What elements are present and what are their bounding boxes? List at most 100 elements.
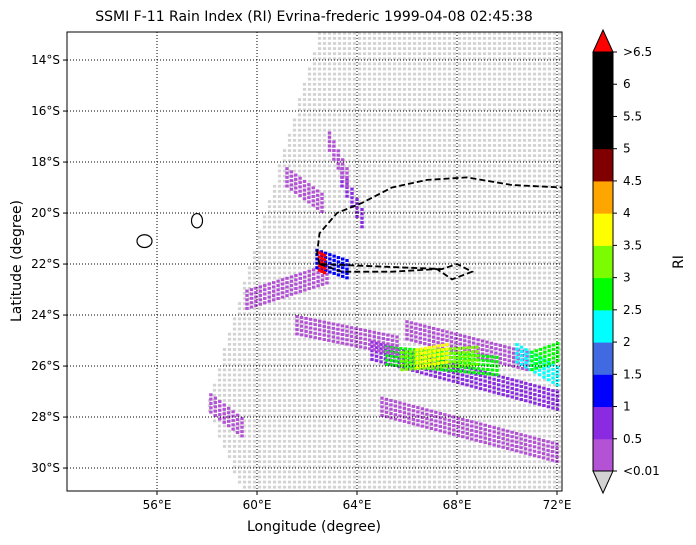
swath-pixel-3680 [332, 353, 337, 356]
swath-pixel-4541 [457, 414, 462, 418]
swath-pixel-4166 [347, 388, 352, 392]
swath-pixel-1681 [437, 189, 442, 193]
swath-pixel-2950 [332, 297, 337, 300]
swath-pixel-656 [302, 98, 307, 101]
swath-pixel-4312 [372, 399, 377, 402]
swath-pixel-3642 [482, 348, 487, 351]
swath-pixel-4571 [257, 419, 262, 423]
swath-pixel-4341 [517, 399, 522, 402]
swath-pixel-4470 [452, 409, 457, 413]
swath-pixel-4547 [487, 414, 492, 418]
swath-pixel-569 [392, 87, 397, 91]
swath-pixel-3190 [557, 312, 562, 316]
swath-pixel-1987 [492, 215, 497, 219]
swath-pixel-3461 [252, 337, 257, 341]
swath-pixel-595 [522, 87, 527, 91]
swath-pixel-3954 [332, 373, 337, 377]
swath-pixel-3091 [387, 307, 392, 311]
swath-pixel-4063 [532, 378, 537, 382]
swath-pixel-4428 [242, 409, 247, 413]
swath-pixel-2532 [467, 261, 472, 265]
swath-pixel-98 [317, 42, 322, 45]
swath-pixel-737 [442, 103, 447, 107]
swath-pixel-556 [327, 87, 332, 91]
swath-pixel-1491 [352, 174, 357, 178]
swath-pixel-2067 [292, 225, 297, 229]
swath-pixel-3673 [297, 353, 302, 356]
swath-pixel-2894 [372, 291, 377, 295]
swath-pixel-331 [487, 62, 492, 66]
swath-pixel-3280 [347, 322, 352, 326]
swath-pixel-2798 [532, 281, 537, 285]
swath-pixel-4191 [472, 388, 477, 392]
swath-pixel-3491 [402, 337, 407, 341]
swath-pixel-2645 [402, 271, 407, 275]
swath-pixel-4119 [462, 383, 467, 387]
swath-pixel-1669 [377, 189, 382, 193]
swath-pixel-1588 [552, 179, 557, 183]
swath-pixel-614 [357, 93, 362, 96]
swath-pixel-4577 [287, 419, 292, 423]
swath-pixel-700 [522, 98, 527, 101]
swath-pixel-4455 [377, 409, 382, 413]
swath-pixel-2799 [537, 281, 542, 285]
swath-pixel-1162 [402, 144, 407, 147]
swath-pixel-2026 [387, 220, 392, 224]
swath-pixel-1966 [387, 215, 392, 219]
swath-pixel-4953 [452, 444, 457, 448]
swath-pixel-4297 [297, 399, 302, 402]
swath-pixel-4872 [387, 439, 392, 443]
swath-pixel-1096 [347, 138, 352, 142]
swath-pixel-4177 [402, 388, 407, 392]
swath-pixel-4751 [467, 429, 472, 433]
swath-pixel-1307 [287, 159, 292, 163]
swath-pixel-455 [342, 77, 347, 81]
swath-pixel-269 [427, 57, 432, 61]
swath-pixel-1557 [397, 179, 402, 183]
swath-pixel-2430 [267, 256, 272, 260]
swath-pixel-3109 [477, 307, 482, 311]
swath-pixel-2178 [542, 230, 547, 234]
swath-pixel-4324 [432, 399, 437, 402]
swath-pixel-948 [427, 123, 432, 127]
swath-pixel-1676 [412, 189, 417, 193]
swath-pixel-2219 [442, 235, 447, 239]
swath-pixel-2883 [317, 291, 322, 295]
swath-pixel-152 [342, 47, 347, 50]
swath-pixel-1488 [337, 174, 342, 178]
swath-pixel-2072 [317, 225, 322, 229]
swath-pixel-2592 [452, 266, 457, 270]
swath-pixel-3468 [287, 337, 292, 341]
swath-pixel-3371 [472, 327, 477, 331]
swath-pixel-4768 [552, 429, 557, 433]
swath-pixel-1774 [317, 200, 322, 203]
swath-pixel-4736 [392, 429, 397, 433]
swath-pixel-4604 [422, 419, 427, 423]
swath-pixel-1550 [362, 179, 367, 183]
swath-pixel-4614 [472, 419, 477, 423]
swath-pixel-1431 [337, 169, 342, 173]
swath-pixel-4875 [402, 439, 407, 443]
swath-pixel-1494 [367, 174, 372, 178]
swath-pixel-3025 [382, 302, 387, 305]
swath-pixel-4727 [347, 429, 352, 433]
swath-pixel-3752 [352, 358, 357, 362]
swath-pixel-3874 [277, 368, 282, 372]
swath-pixel-2609 [537, 266, 542, 270]
swath-pixel-4131 [522, 383, 527, 387]
swath-pixel-4181 [422, 388, 427, 392]
swath-pixel-3244 [497, 317, 502, 321]
swath-pixel-519 [402, 82, 407, 86]
swath-pixel-1172 [452, 144, 457, 147]
swath-pixel-4188 [457, 388, 462, 392]
swath-pixel-3921 [512, 368, 517, 372]
swath-pixel-4512 [312, 414, 317, 418]
swath-pixel-3314 [517, 322, 522, 326]
swath-pixel-2065 [282, 225, 287, 229]
swath-pixel-198 [322, 52, 327, 56]
swath-pixel-2479 [512, 256, 517, 260]
swath-pixel-1418 [557, 164, 562, 168]
swath-pixel-2709 [407, 276, 412, 280]
swath-pixel-4388 [397, 404, 402, 407]
